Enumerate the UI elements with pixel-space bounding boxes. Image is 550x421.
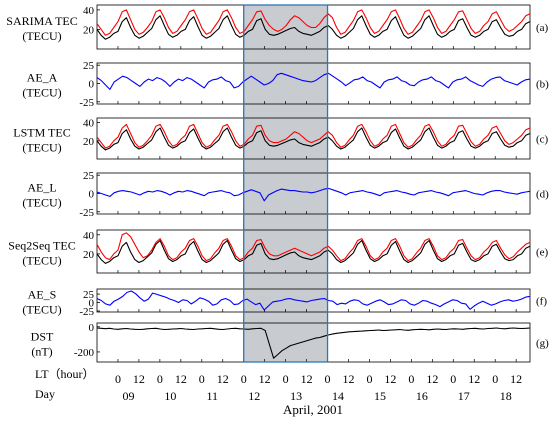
lt-tick-label: 12 [217, 372, 229, 386]
y-tick-label: -25 [79, 207, 94, 219]
y-tick-label: 25 [83, 289, 95, 301]
lt-axis-label: LT（hour） [35, 367, 95, 381]
panel-label: (f) [536, 296, 547, 308]
lt-tick-label: 12 [510, 372, 522, 386]
y-axis-label: (nT) [31, 345, 52, 359]
y-tick-label: 0 [89, 322, 95, 334]
panel-a: 20 40 SARIMA TEC(TECU) (a) [6, 4, 549, 50]
series-line-1 [96, 290, 531, 311]
lt-tick-label: 12 [301, 372, 313, 386]
day-tick-label: 17 [458, 389, 470, 403]
panel-label: (g) [536, 338, 549, 350]
y-axis-label: DST [31, 330, 54, 344]
day-tick-label: 18 [500, 389, 512, 403]
y-axis-label: AE_L [27, 181, 56, 195]
y-axis-label: (TECU) [22, 303, 61, 317]
series-line-1 [96, 127, 531, 151]
y-axis-label: (TECU) [22, 86, 61, 100]
panel-label: (c) [536, 134, 549, 146]
series-line-1 [96, 187, 531, 202]
lt-tick-label: 0 [492, 372, 498, 386]
lt-tick-label: 12 [468, 372, 480, 386]
y-tick-label: 20 [83, 136, 95, 148]
y-tick-label: 0 [89, 79, 95, 91]
panel-frame [96, 288, 531, 313]
y-axis-label: AE_A [27, 71, 58, 85]
y-tick-label: 25 [83, 60, 95, 72]
day-tick-label: 14 [332, 389, 344, 403]
lt-tick-label: 12 [175, 372, 187, 386]
day-tick-label: 11 [206, 389, 218, 403]
y-tick-label: 25 [83, 170, 95, 182]
y-tick-label: 20 [83, 24, 95, 36]
day-axis-label: Day [35, 387, 55, 401]
y-axis-label: SARIMA TEC [6, 14, 77, 28]
lt-tick-label: 12 [384, 372, 396, 386]
panel-label: (b) [536, 79, 549, 91]
lt-tick-label: 0 [115, 372, 121, 386]
y-tick-label: 0 [89, 298, 95, 310]
panel-frame [96, 117, 531, 160]
day-tick-label: 16 [416, 389, 428, 403]
y-tick-label: -25 [79, 306, 94, 318]
y-axis-label: AE_S [28, 288, 57, 302]
y-tick-label: -25 [79, 97, 94, 109]
lt-tick-label: 0 [450, 372, 456, 386]
day-tick-label: 09 [122, 389, 134, 403]
storm-highlight-border [243, 4, 329, 363]
panel-label: (d) [536, 189, 549, 201]
lt-tick-label: 0 [283, 372, 289, 386]
panel-b: -25 0 25 AE_A(TECU) (b) [22, 60, 549, 109]
lt-tick-label: 0 [408, 372, 414, 386]
series-line-1 [96, 72, 531, 90]
panel-d: -25 0 25 AE_L(TECU) (d) [22, 170, 549, 219]
x-axis-title: April, 2001 [283, 402, 343, 417]
storm-highlight-shade [243, 5, 328, 362]
panel-label: (a) [536, 22, 549, 34]
y-tick-label: -200 [74, 347, 95, 359]
lt-tick-label: 12 [133, 372, 145, 386]
y-axis-label: LSTM TEC [13, 126, 70, 140]
series-line-2 [96, 9, 531, 36]
y-tick-label: 40 [83, 118, 95, 130]
y-axis-label: (TECU) [22, 254, 61, 268]
lt-tick-label: 12 [259, 372, 271, 386]
y-axis-label: Seq2Seq TEC [8, 239, 75, 253]
day-tick-label: 10 [164, 389, 176, 403]
day-tick-label: 15 [374, 389, 386, 403]
lt-tick-label: 0 [199, 372, 205, 386]
y-tick-label: 40 [83, 5, 95, 17]
series-line-1 [96, 239, 531, 264]
y-axis-label: (TECU) [22, 29, 61, 43]
day-tick-label: 12 [248, 389, 260, 403]
panel-frame [96, 229, 531, 274]
series-line-1 [96, 15, 531, 40]
series-line-2 [96, 232, 531, 262]
series-line-2 [96, 123, 531, 149]
y-tick-label: 40 [83, 230, 95, 242]
y-axis-label: (TECU) [22, 196, 61, 210]
lt-tick-label: 0 [241, 372, 247, 386]
lt-tick-label: 0 [157, 372, 163, 386]
series-line-1 [96, 327, 531, 359]
panel-c: 20 40 LSTM TEC(TECU) (c) [13, 117, 549, 160]
lt-tick-label: 0 [366, 372, 372, 386]
lt-tick-label: 12 [426, 372, 438, 386]
y-axis-label: (TECU) [22, 141, 61, 155]
day-tick-label: 13 [290, 389, 302, 403]
panel-label: (e) [536, 247, 549, 259]
y-tick-label: 0 [89, 189, 95, 201]
lt-tick-label: 0 [325, 372, 331, 386]
y-tick-label: 20 [83, 249, 95, 261]
lt-tick-label: 12 [343, 372, 355, 386]
